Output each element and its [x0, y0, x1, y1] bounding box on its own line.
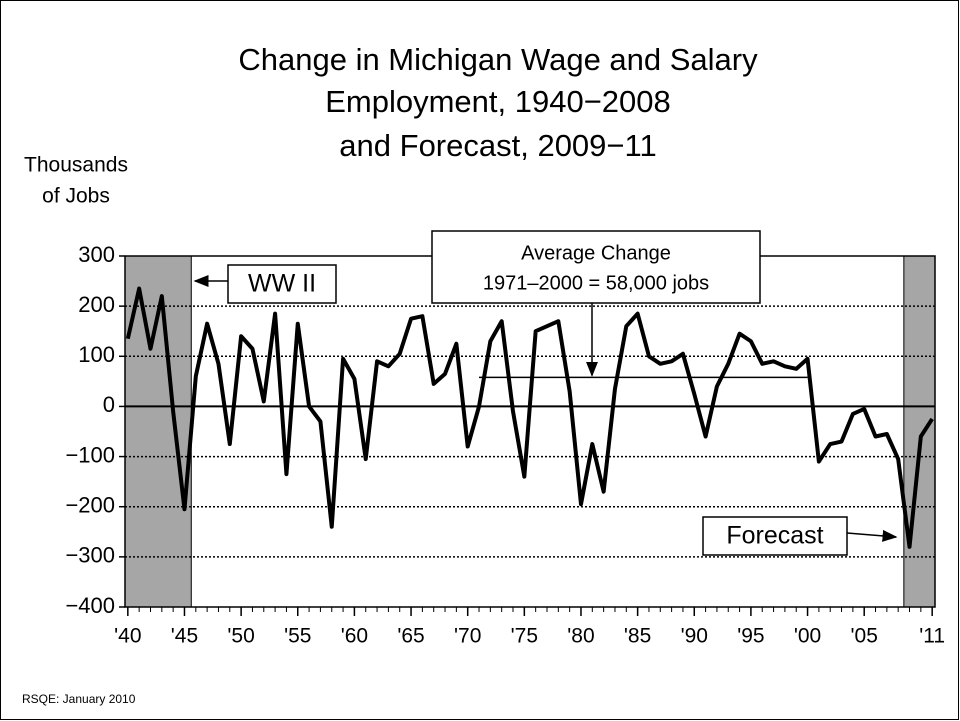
- y-tick-label: 300: [78, 242, 115, 267]
- annotation: WW II: [248, 270, 316, 298]
- y-axis-label: Thousands: [24, 154, 128, 177]
- shaded-range: [903, 255, 936, 608]
- series-line: [125, 286, 934, 549]
- y-tick-label: 200: [78, 292, 115, 317]
- y-tick-label: −400: [65, 593, 115, 618]
- x-tick-label: '70: [454, 625, 481, 648]
- chart-title: Change in Michigan Wage and Salary: [238, 42, 758, 77]
- chart-title: Employment, 1940−2008: [325, 84, 671, 119]
- annotation: Average Change: [521, 242, 671, 264]
- y-tick-label: −300: [65, 543, 115, 568]
- source: RSQE: January 2010: [22, 692, 136, 706]
- x-tick-label: '95: [737, 625, 764, 648]
- y-tick-label: −100: [65, 442, 115, 467]
- y-tick-label: 100: [78, 342, 115, 367]
- x-tick-label: '80: [567, 625, 594, 648]
- annotation-arrow: [846, 529, 898, 542]
- annotation-box: [227, 264, 337, 304]
- y-axis-label: of Jobs: [42, 185, 110, 208]
- x-tick-label: '90: [681, 625, 708, 648]
- x-tick-label: '11: [919, 625, 945, 648]
- x-tick-label: '40: [114, 625, 141, 648]
- x-tick-label: '05: [851, 625, 878, 648]
- annotation-box: [702, 516, 848, 556]
- x-tick-label: '45: [171, 625, 198, 648]
- x-tick-label: '65: [397, 625, 424, 648]
- annotation-box: [431, 230, 761, 304]
- x-tick-label: '50: [227, 625, 254, 648]
- x-tick-label: '75: [511, 625, 538, 648]
- y-tick-label: −200: [65, 493, 115, 518]
- y-tick-label: 0: [103, 392, 115, 417]
- x-tick-label: '00: [794, 625, 821, 648]
- annotation: Forecast: [726, 522, 823, 550]
- x-tick-label: '55: [284, 625, 311, 648]
- x-tick-label: '60: [341, 625, 368, 648]
- annotation: 1971–2000 = 58,000 jobs: [483, 272, 709, 294]
- x-tick-label: '85: [624, 625, 651, 648]
- chart-title: and Forecast, 2009−11: [339, 128, 656, 163]
